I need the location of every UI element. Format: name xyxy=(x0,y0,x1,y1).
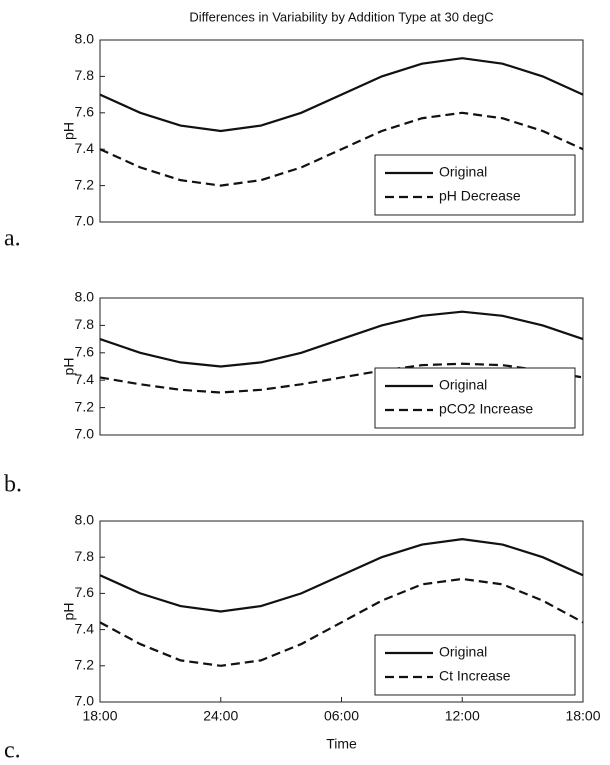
legend-label: pCO2 Increase xyxy=(439,401,533,417)
y-tick-label: 7.6 xyxy=(75,584,95,600)
series-line xyxy=(99,577,584,667)
panel-label: b. xyxy=(4,472,22,498)
y-tick-label: 8.0 xyxy=(75,289,95,305)
y-axis-label: pH xyxy=(61,358,77,376)
x-tick-label: 06:00 xyxy=(324,708,359,724)
y-axis-label: pH xyxy=(61,603,77,621)
y-tick-label: 7.0 xyxy=(75,693,95,709)
x-tick-label: 18:00 xyxy=(565,708,600,724)
x-axis-label: Time xyxy=(326,736,357,752)
x-tick-label: 24:00 xyxy=(203,708,238,724)
x-tick-label: 12:00 xyxy=(445,708,480,724)
y-tick-label: 8.0 xyxy=(75,31,95,47)
y-tick-label: 7.8 xyxy=(75,548,95,564)
y-tick-label: 7.4 xyxy=(75,371,95,387)
y-tick-label: 7.4 xyxy=(75,620,95,636)
legend-box xyxy=(374,154,576,216)
series-line xyxy=(99,111,584,187)
legend-label: pH Decrease xyxy=(439,188,521,204)
legend-label: Original xyxy=(439,164,487,180)
y-axis-label: pH xyxy=(61,122,77,140)
y-tick-label: 7.4 xyxy=(75,140,95,156)
legend-label: Original xyxy=(439,644,487,660)
y-tick-label: 7.2 xyxy=(75,398,95,414)
y-tick-label: 7.6 xyxy=(75,344,95,360)
plot-frame xyxy=(99,297,584,436)
y-tick-label: 7.2 xyxy=(75,176,95,192)
legend-box xyxy=(374,634,576,696)
panel-label: a. xyxy=(4,226,21,252)
x-tick-label: 18:00 xyxy=(82,708,117,724)
legend-box xyxy=(374,367,576,429)
panel-label: c. xyxy=(4,738,21,764)
y-tick-label: 7.6 xyxy=(75,104,95,120)
legend-label: Original xyxy=(439,377,487,393)
chart-title: Differences in Variability by Addition T… xyxy=(189,9,493,24)
legend-label: Ct Increase xyxy=(439,668,511,684)
series-line xyxy=(99,537,584,613)
y-tick-label: 7.2 xyxy=(75,657,95,673)
y-tick-label: 7.8 xyxy=(75,67,95,83)
plot-frame xyxy=(99,39,584,223)
y-tick-label: 7.8 xyxy=(75,316,95,332)
series-line xyxy=(99,362,584,394)
series-line xyxy=(99,57,584,133)
y-tick-label: 8.0 xyxy=(75,512,95,528)
y-tick-label: 7.0 xyxy=(75,426,95,442)
y-tick-label: 7.0 xyxy=(75,213,95,229)
series-line xyxy=(99,310,584,368)
